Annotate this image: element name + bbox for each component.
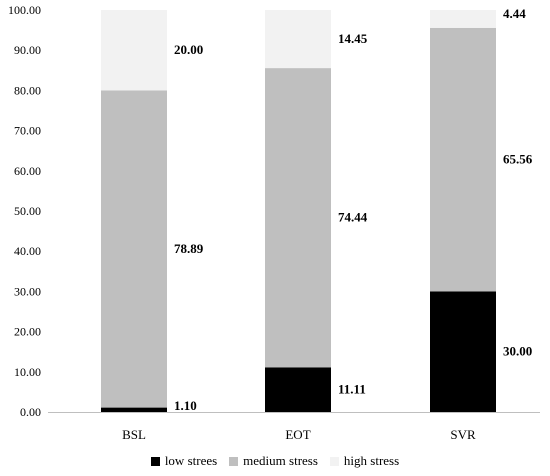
bar-segment xyxy=(265,68,331,368)
y-tick-label: 100.00 xyxy=(8,3,41,17)
data-label: 74.44 xyxy=(338,210,368,225)
y-tick-label: 20.00 xyxy=(14,325,41,339)
data-label: 20.00 xyxy=(174,42,203,57)
x-axis-categories: BSL EOT SVR xyxy=(122,427,476,442)
data-label: 1.10 xyxy=(174,398,197,413)
legend-label: high stress xyxy=(343,453,400,468)
data-label: 14.45 xyxy=(338,31,368,46)
bar-segment xyxy=(101,407,167,412)
data-labels: 1.10 78.89 20.00 11.11 74.44 14.45 30.00 65.56 4… xyxy=(174,6,533,413)
legend-swatch xyxy=(329,456,339,466)
y-tick-label: 90.00 xyxy=(14,43,41,57)
bar-segment xyxy=(265,367,331,412)
legend-item: medium stress xyxy=(229,453,318,469)
legend-label: low strees xyxy=(164,453,218,468)
y-tick-label: 50.00 xyxy=(14,204,41,218)
bar-segment xyxy=(430,27,496,292)
legend: low strees medium stress high stress xyxy=(0,453,550,470)
y-tick-label: 40.00 xyxy=(14,244,41,258)
data-label: 11.11 xyxy=(338,382,366,397)
legend-swatch xyxy=(229,456,239,466)
legend-item: high stress xyxy=(329,453,400,469)
bar-segment xyxy=(430,10,496,28)
y-tick-label: 30.00 xyxy=(14,284,41,298)
x-category-label: EOT xyxy=(285,427,310,442)
bar-segment xyxy=(101,10,167,91)
y-axis-ticks: 0.00 10.00 20.00 30.00 40.00 50.00 60.00 70.00 8… xyxy=(8,3,41,419)
bars xyxy=(101,10,496,412)
data-label: 78.89 xyxy=(174,241,204,256)
bar-segment xyxy=(101,90,167,408)
legend-swatch xyxy=(150,456,160,466)
y-tick-label: 10.00 xyxy=(14,365,41,379)
y-tick-label: 80.00 xyxy=(14,83,41,97)
y-tick-label: 0.00 xyxy=(20,405,41,419)
data-label: 65.56 xyxy=(503,152,533,167)
legend-item: low strees xyxy=(150,453,218,469)
data-label: 4.44 xyxy=(503,6,526,21)
y-tick-label: 70.00 xyxy=(14,124,41,138)
bar-segment xyxy=(265,10,331,69)
x-category-label: BSL xyxy=(122,427,146,442)
legend-label: medium stress xyxy=(243,453,318,468)
y-tick-label: 60.00 xyxy=(14,164,41,178)
x-category-label: SVR xyxy=(450,427,476,442)
data-label: 30.00 xyxy=(503,344,532,359)
bar-segment xyxy=(430,291,496,412)
